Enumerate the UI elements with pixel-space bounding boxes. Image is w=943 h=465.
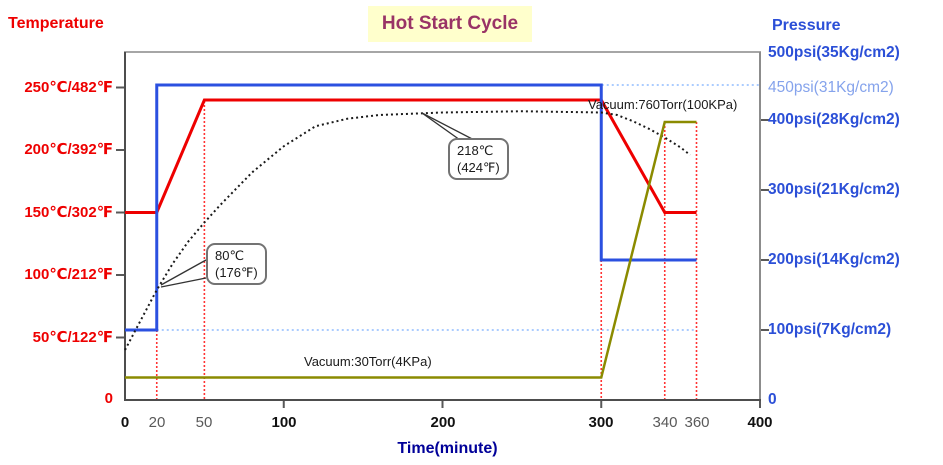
time-tick-label: 360 [684, 414, 710, 431]
callout-80c: 80℃ (176℉) [206, 243, 267, 285]
time-tick-label: 50 [195, 414, 213, 431]
callout-80c-leader [160, 259, 207, 286]
temp-tick-label: 50℃/122℉ [32, 329, 113, 346]
time-tick-label: 400 [747, 414, 773, 431]
callout-218c-line1: 218℃ [457, 143, 494, 158]
pressure-tick-label: 500psi(35Kg/cm2) [768, 44, 900, 61]
pressure-line [125, 83, 697, 332]
temp-tick-label: 250℃/482℉ [24, 79, 113, 96]
pressure-axis-title: Pressure [772, 17, 841, 34]
temp-tick-label: 150℃/302℉ [24, 204, 113, 221]
time-tick-label: 0 [120, 414, 130, 431]
time-tick-label: 100 [271, 414, 297, 431]
temp-tick-label: 0 [104, 390, 113, 407]
time-tick-label: 20 [148, 414, 166, 431]
chart-title: Hot Start Cycle [368, 6, 532, 42]
temperature-axis-title: Temperature [8, 15, 104, 32]
temp-tick-label: 100℃/212℉ [24, 266, 113, 283]
callout-218c: 218℃ (424℉) [448, 138, 509, 180]
pressure-tick-label: 0 [768, 391, 777, 408]
pressure-tick-label: 100psi(7Kg/cm2) [768, 321, 892, 338]
temp-tick-label: 200℃/392℉ [24, 141, 113, 158]
pressure-tick-label-muted: 450psi(31Kg/cm2) [768, 79, 894, 96]
time-tick-label: 300 [588, 414, 614, 431]
pressure-tick-label: 400psi(28Kg/cm2) [768, 111, 900, 128]
callout-80c-line2: (176℉) [215, 265, 258, 280]
time-tick-label: 340 [652, 414, 678, 431]
platen-temperature-line [125, 98, 697, 214]
callout-80c-leader [160, 277, 207, 288]
time-tick-label: 200 [430, 414, 456, 431]
vacuum-line [125, 120, 697, 379]
callout-218c-leader [421, 112, 479, 143]
mold-temperature-line [124, 110, 691, 351]
vacuum-low-annotation: Vacuum:30Torr(4KPa) [304, 354, 432, 369]
pressure-tick-label: 300psi(21Kg/cm2) [768, 181, 900, 198]
time-axis-title: Time(minute) [397, 440, 498, 457]
vacuum-high-annotation: Vacuum:760Torr(100KPa) [588, 97, 738, 112]
callout-218c-line2: (424℉) [457, 160, 500, 175]
callout-218c-leader [421, 112, 461, 141]
callout-80c-line1: 80℃ [215, 248, 245, 263]
pressure-tick-label: 200psi(14Kg/cm2) [768, 251, 900, 268]
